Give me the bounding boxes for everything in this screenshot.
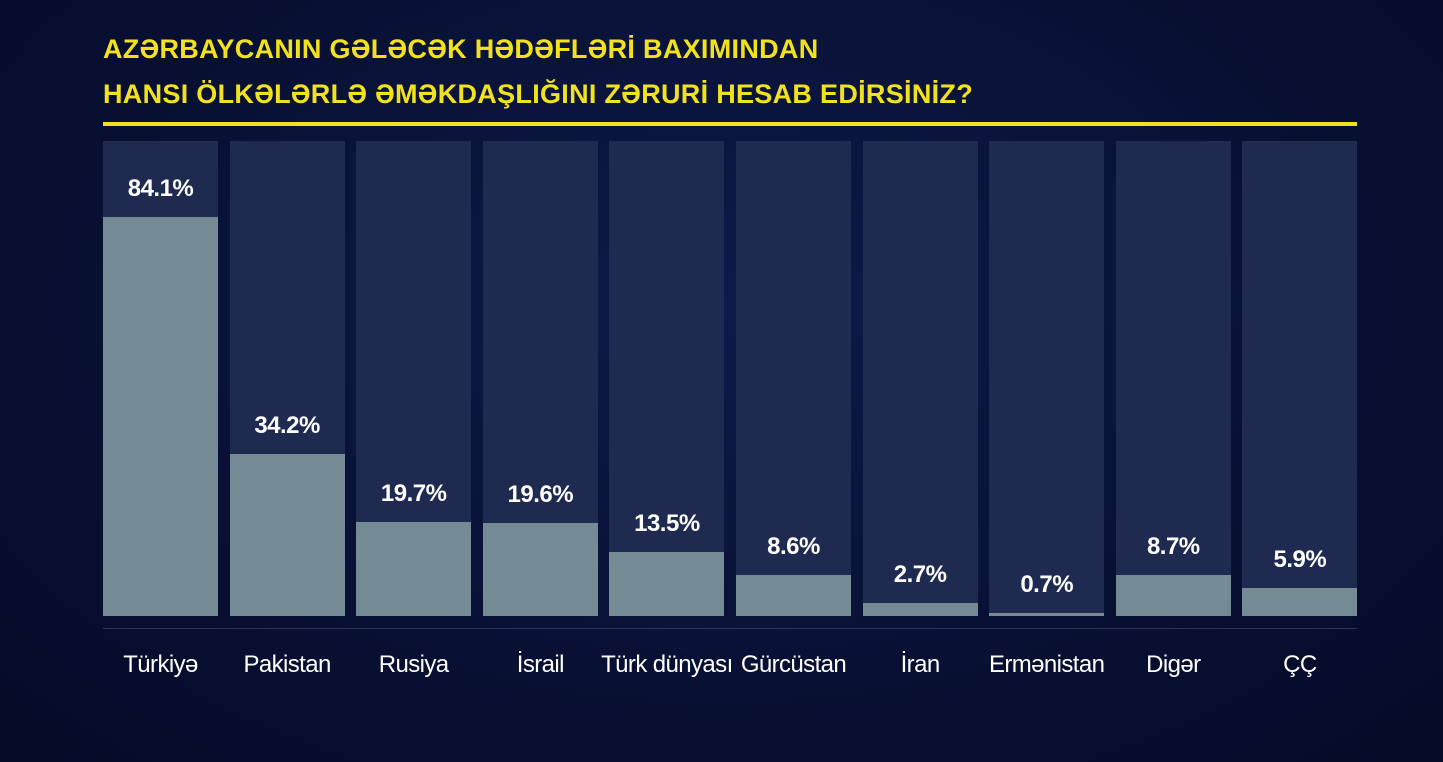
title-rule [103, 122, 1357, 126]
bar [609, 551, 725, 616]
bar-track [609, 141, 725, 616]
bar [989, 612, 1105, 616]
bar-track [1242, 141, 1358, 616]
baseline [103, 628, 1357, 629]
x-tick-label: Digər [1146, 651, 1201, 678]
bar [1242, 587, 1358, 616]
bar [103, 216, 218, 616]
value-label: 34.2% [254, 411, 320, 439]
value-label: 2.7% [893, 561, 947, 589]
value-label: 84.1% [127, 174, 194, 202]
x-tick-label: Ermənistan [988, 651, 1105, 678]
x-tick-label: ÇÇ [1283, 651, 1317, 678]
bar [482, 522, 598, 616]
bar [736, 575, 851, 616]
chart-title: HANSI ÖLKƏLƏRLƏ ƏMƏKDAŞLIĞINI ZƏRURİ HES… [103, 79, 974, 109]
value-label: 13.5% [634, 509, 700, 537]
value-label: 8.7% [1146, 532, 1200, 560]
value-label: 19.7% [380, 480, 447, 508]
bar [229, 453, 345, 616]
x-tick-label: İsrail [516, 651, 565, 678]
x-tick-label: Pakistan [243, 651, 331, 678]
value-label: 8.6% [767, 533, 820, 561]
bar-track [862, 141, 978, 616]
x-tick-label: Gürcüstan [740, 651, 847, 678]
x-tick-label: İran [900, 651, 941, 678]
bar-track [1115, 141, 1231, 616]
bar [862, 603, 978, 616]
value-label: 19.6% [507, 480, 574, 508]
bar [1115, 574, 1231, 616]
value-label: 5.9% [1273, 545, 1327, 573]
x-tick-label: Türk dünyası [601, 651, 733, 678]
bar-track [736, 141, 851, 616]
value-label: 0.7% [1020, 570, 1074, 598]
chart-title: AZƏRBAYCANIN GƏLƏCƏK HƏDƏFLƏRİ BAXIMINDA… [103, 34, 819, 64]
bar [356, 522, 472, 616]
x-tick-label: Türkiyə [123, 651, 198, 678]
bar-track [989, 141, 1105, 616]
x-tick-label: Rusiya [378, 651, 449, 678]
